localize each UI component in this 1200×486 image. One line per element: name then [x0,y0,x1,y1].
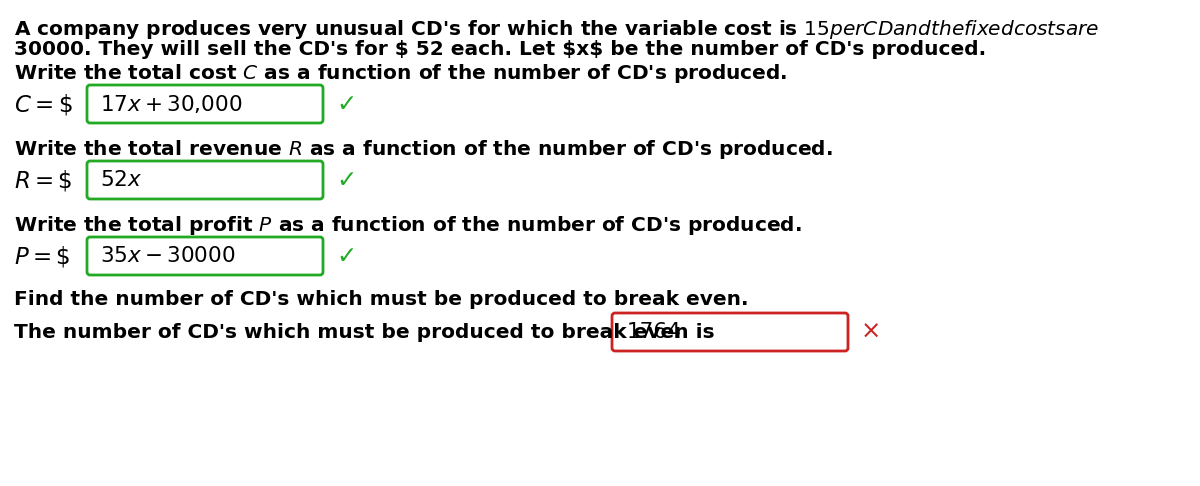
Text: ✓: ✓ [336,244,356,268]
Text: ×: × [862,320,881,344]
FancyBboxPatch shape [612,313,848,351]
Text: Write the total profit $P$ as a function of the number of CD's produced.: Write the total profit $P$ as a function… [14,214,802,237]
Text: Write the total cost $C$ as a function of the number of CD's produced.: Write the total cost $C$ as a function o… [14,62,787,85]
Text: $R = \$ $: $R = \$ $ [14,168,72,192]
FancyBboxPatch shape [88,85,323,123]
Text: ✓: ✓ [336,168,356,192]
Text: $17x + 30{,}000$: $17x + 30{,}000$ [100,93,242,115]
Text: $35x - 30000$: $35x - 30000$ [100,246,235,266]
Text: Write the total revenue $R$ as a function of the number of CD's produced.: Write the total revenue $R$ as a functio… [14,138,833,161]
Text: A company produces very unusual CD's for which the variable cost is $ 15 per CD : A company produces very unusual CD's for… [14,18,1099,41]
FancyBboxPatch shape [88,237,323,275]
Text: 1764: 1764 [628,322,682,342]
Text: ✓: ✓ [336,92,356,116]
Text: $52x$: $52x$ [100,170,143,190]
FancyBboxPatch shape [88,161,323,199]
Text: $C = \$ $: $C = \$ $ [14,91,73,117]
Text: 30000. They will sell the CD's for $ 52 each. Let $x$ be the number of CD's prod: 30000. They will sell the CD's for $ 52 … [14,40,986,59]
Text: Find the number of CD's which must be produced to break even.: Find the number of CD's which must be pr… [14,290,749,309]
Text: The number of CD's which must be produced to break even is: The number of CD's which must be produce… [14,323,715,342]
Text: $P = \$ $: $P = \$ $ [14,243,71,268]
